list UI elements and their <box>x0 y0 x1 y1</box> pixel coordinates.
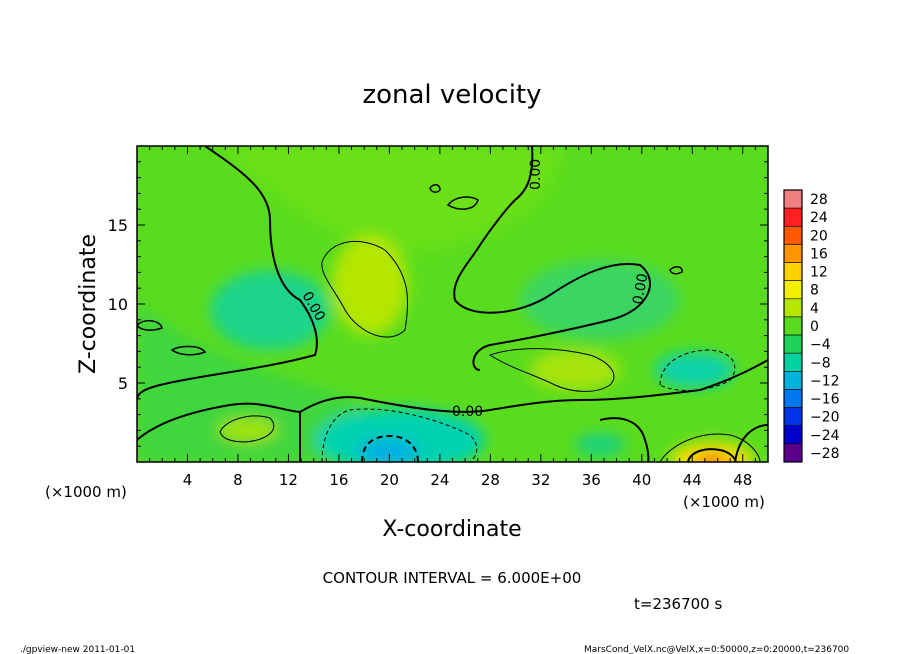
colorbar-swatch <box>783 189 803 209</box>
contour-small-island-4 <box>669 266 683 275</box>
y-tick-label: 5 <box>118 374 128 393</box>
y-axis-ticks: 5 10 15 <box>108 145 768 463</box>
contour-small-island-3 <box>137 320 163 331</box>
colorbar-label: −24 <box>810 428 840 444</box>
contour-positive-right <box>488 348 615 392</box>
field-positive-core <box>332 235 408 335</box>
field-positive-small <box>218 418 278 442</box>
colorbar-label: 24 <box>810 210 828 226</box>
field-strong-positive-core <box>694 454 730 462</box>
contour-negative-right <box>659 349 736 391</box>
colorbar-swatch <box>783 389 803 408</box>
colorbar-swatch <box>783 425 803 445</box>
contour-interval: CONTOUR INTERVAL = 6.000E+00 <box>323 569 582 587</box>
contour-negative-core <box>361 434 419 462</box>
x-axis-ticks: 4 8 12 16 20 24 28 32 36 40 44 48 <box>136 146 769 489</box>
colorbar-swatch <box>783 352 803 372</box>
colorbar-swatch <box>783 334 803 354</box>
colorbar-swatch <box>783 207 803 227</box>
colorbar-label: −28 <box>810 446 840 462</box>
colorbar-swatch <box>783 225 803 245</box>
colorbar-swatch <box>783 407 803 427</box>
x-tick-label: 28 <box>481 471 500 489</box>
x-tick-label: 12 <box>279 471 298 489</box>
contour-strong-positive <box>687 448 737 462</box>
colorbar-label: 20 <box>810 228 828 244</box>
field-negative-far-right <box>575 433 625 457</box>
field-cyan-mid <box>520 260 680 340</box>
x-tick-label: 24 <box>430 471 449 489</box>
field-region-lower-left <box>137 300 360 462</box>
field-cyan-left <box>210 270 330 350</box>
colorbar-label: 8 <box>810 283 819 299</box>
y-axis-label: Z-coordinate <box>76 234 101 374</box>
x-tick-label: 40 <box>632 471 651 489</box>
chart-title: zonal velocity <box>362 80 541 110</box>
field-negative-core <box>358 438 418 462</box>
colorbar-label: 28 <box>810 192 828 208</box>
field-positive-right <box>530 350 620 390</box>
x-tick-label: 16 <box>329 471 348 489</box>
x-tick-label: 32 <box>531 471 550 489</box>
contour-zero-right-lower <box>599 417 768 462</box>
x-tick-label: 48 <box>733 471 752 489</box>
contour-positive-small <box>219 415 275 443</box>
colorbar-label: 16 <box>810 246 828 262</box>
contour-zero-upper-right <box>453 146 651 371</box>
contour-small-island-2 <box>446 196 479 210</box>
colorbar-frame <box>783 189 803 463</box>
x-tick-label: 8 <box>233 471 243 489</box>
contour-positive-core <box>321 240 409 338</box>
colorbar-swatch <box>783 443 803 463</box>
contour-positive-bottom-right <box>659 433 761 462</box>
colorbar-swatch <box>783 244 803 263</box>
colorbar-label: 12 <box>810 265 828 281</box>
y-tick-label: 15 <box>108 216 128 235</box>
x-axis-label: X-coordinate <box>382 517 521 542</box>
footer-right: MarsCond_VelX.nc@VelX,x=0:50000,z=0:2000… <box>584 645 849 654</box>
colorbar-label: 4 <box>810 301 819 317</box>
contour-zero-main <box>137 146 318 401</box>
colorbar-swatch <box>783 371 803 390</box>
colorbar-swatch <box>783 316 803 336</box>
contour-small-island-1 <box>429 184 441 193</box>
colorbar-label: −8 <box>810 355 831 371</box>
contour-negative-bottom <box>321 408 478 462</box>
x-tick-label: 20 <box>380 471 399 489</box>
x-tick-label: 44 <box>683 471 702 489</box>
x-unit-label-left: (×1000 m) <box>45 483 127 501</box>
contours <box>137 146 768 462</box>
colorbar-label: −20 <box>810 410 840 426</box>
plot-area: 0.00 0.00 0.00 0.00 <box>137 146 768 462</box>
time-label: t=236700 s <box>634 595 722 613</box>
colorbar-swatch <box>783 280 803 300</box>
contour-label-3: 0.00 <box>630 272 651 305</box>
x-unit-label-right: (×1000 m) <box>683 493 765 511</box>
x-tick-label: 36 <box>582 471 601 489</box>
colorbar-label: −12 <box>810 373 840 389</box>
contour-small-island-5 <box>170 345 207 356</box>
contour-label-1: 0.00 <box>528 159 544 190</box>
colorbar-swatch <box>783 298 803 318</box>
colorbar-label: −16 <box>810 392 840 408</box>
y-tick-label: 10 <box>108 295 128 314</box>
colorbar: 28 24 20 16 12 8 4 0 −4 −8 −12 −16 −20 −24 −28 <box>783 189 840 463</box>
colorbar-label: 0 <box>810 319 819 335</box>
x-tick-label: 4 <box>183 471 193 489</box>
colorbar-label: −4 <box>810 337 831 353</box>
colorbar-swatch <box>783 262 803 281</box>
field-negative-right <box>655 352 735 388</box>
field-negative-bottom <box>315 408 485 462</box>
footer-left: ./gpview-new 2011-01-01 <box>20 645 135 654</box>
field-region-upper <box>220 146 560 250</box>
contour-zero-lower <box>137 359 768 462</box>
contour-label-4: 0.00 <box>452 404 483 420</box>
